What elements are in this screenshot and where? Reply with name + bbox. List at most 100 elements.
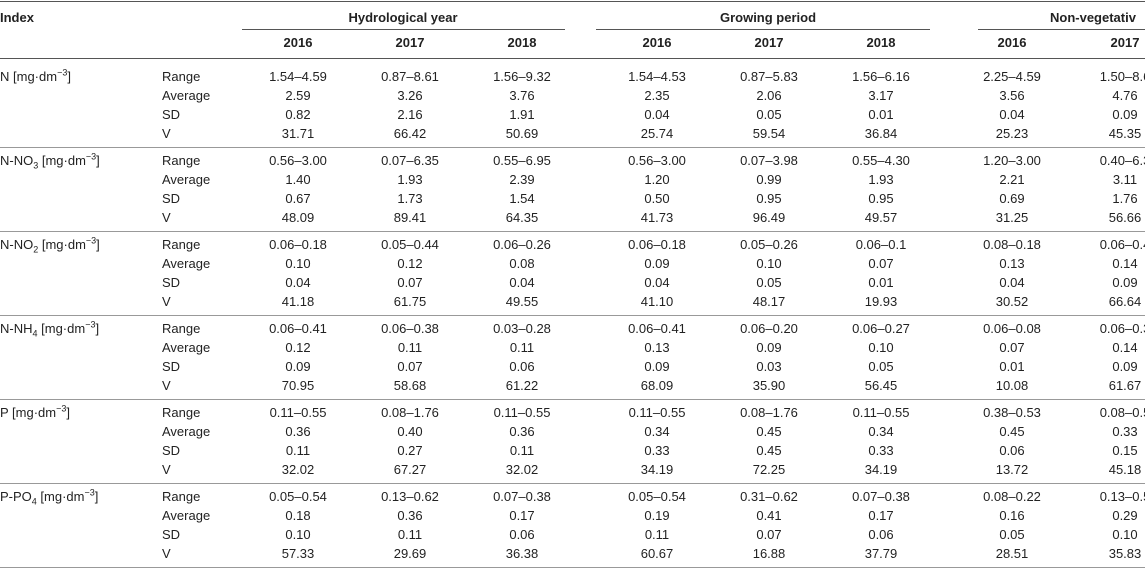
cell: 0.07 — [868, 256, 894, 271]
cell: 0.05–0.26 — [740, 237, 798, 252]
cell: 0.11 — [509, 340, 535, 355]
stat-label: SD — [162, 107, 181, 122]
cell: 2.39 — [509, 172, 535, 187]
cell: 0.31–0.62 — [740, 489, 798, 504]
cell: 66.42 — [393, 126, 427, 141]
cell: 0.34 — [868, 424, 894, 439]
label-unit: [mg·dm — [38, 237, 86, 252]
cell: 0.06–0.08 — [983, 321, 1041, 336]
cell: 48.17 — [752, 294, 786, 309]
stat-label: Average — [162, 256, 211, 271]
cell: 0.06–0.4 — [1099, 237, 1145, 252]
cell: 0.04 — [999, 275, 1025, 290]
cell: 30.52 — [995, 294, 1029, 309]
cell: 0.11 — [397, 527, 423, 542]
stat-label: V — [162, 210, 171, 225]
cell: 41.73 — [640, 210, 674, 225]
top-rule — [0, 1, 1145, 2]
cell: 2.16 — [397, 107, 423, 122]
cell: 0.45 — [756, 424, 782, 439]
cell: 0.27 — [397, 443, 423, 458]
cell: 1.54–4.59 — [269, 69, 327, 84]
cell: 1.93 — [868, 172, 894, 187]
stat-label: Average — [162, 340, 211, 355]
cell: 0.40–6.3 — [1099, 153, 1145, 168]
group-separator — [0, 483, 1145, 484]
cell: 0.95 — [756, 191, 782, 206]
cell: 0.10 — [285, 527, 311, 542]
label-close: ] — [66, 405, 70, 420]
cell: 66.64 — [1108, 294, 1142, 309]
cell: 0.07 — [756, 527, 782, 542]
cell: 37.79 — [864, 546, 898, 561]
cell: 0.08–0.5 — [1099, 405, 1145, 420]
cell: 1.91 — [509, 107, 535, 122]
stat-label: SD — [162, 359, 181, 374]
cell: 0.12 — [285, 340, 311, 355]
stat-label: Average — [162, 508, 211, 523]
cell: 0.05 — [868, 359, 894, 374]
stat-label: Range — [162, 237, 201, 252]
cell: 3.26 — [397, 88, 423, 103]
cell: 1.20–3.00 — [983, 153, 1041, 168]
cell: 89.41 — [393, 210, 427, 225]
cell: 2.59 — [285, 88, 311, 103]
cell: 0.06–0.1 — [855, 237, 907, 252]
stat-label: V — [162, 462, 171, 477]
cell: 10.08 — [995, 378, 1029, 393]
cell: 0.04 — [285, 275, 311, 290]
label-close: ] — [67, 69, 71, 84]
cell: 0.06–0.41 — [269, 321, 327, 336]
row-label: N-NO3 [mg·dm−3] — [0, 152, 100, 171]
label-sub: 3 — [33, 160, 39, 171]
cell: 0.38–0.53 — [983, 405, 1041, 420]
cell: 32.02 — [281, 462, 315, 477]
cell: 0.13 — [999, 256, 1025, 271]
year-header: 2017 — [395, 35, 425, 50]
cell: 45.35 — [1108, 126, 1142, 141]
stat-label: Average — [162, 88, 211, 103]
cell: 0.05–0.54 — [628, 489, 686, 504]
row-label: P [mg·dm−3] — [0, 404, 70, 421]
group-separator — [0, 315, 1145, 316]
cell: 0.06–0.20 — [740, 321, 798, 336]
cell: 0.07 — [999, 340, 1025, 355]
stat-label: SD — [162, 443, 181, 458]
label-base: P — [0, 405, 9, 420]
cell: 3.11 — [1112, 172, 1138, 187]
cell: 61.22 — [505, 378, 539, 393]
cell: 0.07–0.38 — [852, 489, 910, 504]
cell: 0.01 — [868, 275, 894, 290]
cell: 0.18 — [285, 508, 311, 523]
group-separator — [0, 231, 1145, 232]
year-header: 2017 — [754, 35, 784, 50]
cell: 0.07–0.38 — [493, 489, 551, 504]
cell: 2.25–4.59 — [983, 69, 1041, 84]
cell: 0.05 — [756, 275, 782, 290]
cell: 1.73 — [397, 191, 423, 206]
stat-label: Average — [162, 172, 211, 187]
group-title: Hydrological year — [348, 10, 458, 25]
cell: 0.06–0.18 — [269, 237, 327, 252]
cell: 96.49 — [752, 210, 786, 225]
cell: 70.95 — [281, 378, 315, 393]
label-exp: −3 — [57, 67, 68, 78]
cell: 1.54 — [509, 191, 535, 206]
cell: 41.10 — [640, 294, 674, 309]
cell: 68.09 — [640, 378, 674, 393]
cell: 0.45 — [756, 443, 782, 458]
cell: 0.56–3.00 — [628, 153, 686, 168]
cell: 28.51 — [995, 546, 1029, 561]
cell: 0.50 — [644, 191, 670, 206]
cell: 35.90 — [752, 378, 786, 393]
year-header: 2016 — [642, 35, 672, 50]
cell: 0.29 — [1112, 508, 1138, 523]
row-label: N-NH4 [mg·dm−3] — [0, 320, 99, 338]
cell: 19.93 — [864, 294, 898, 309]
cell: 0.55–4.30 — [852, 153, 910, 168]
cell: 0.87–5.83 — [740, 69, 798, 84]
cell: 35.83 — [1108, 546, 1142, 561]
cell: 0.12 — [397, 256, 423, 271]
cell: 0.33 — [868, 443, 894, 458]
cell: 0.95 — [868, 191, 894, 206]
